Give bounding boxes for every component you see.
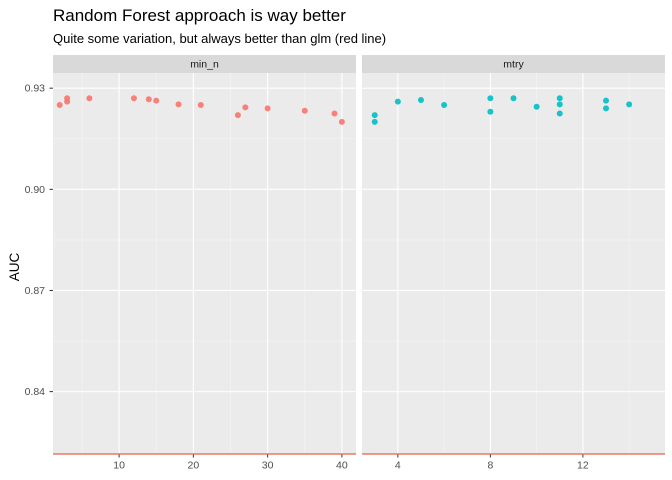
data-point — [153, 97, 160, 104]
data-point — [56, 102, 63, 109]
data-point — [264, 105, 271, 112]
facet-strip-label: min_n — [190, 59, 219, 71]
facet-panel-mtry: mtry 4 8 12 — [362, 55, 665, 472]
data-point — [242, 104, 249, 111]
y-tick-label: 0.93 — [25, 83, 46, 95]
data-point — [394, 98, 401, 105]
data-point — [175, 101, 182, 108]
data-point — [417, 96, 424, 103]
facet-panel-min_n: min_n 10 20 30 40 — [53, 55, 356, 472]
data-point — [626, 101, 633, 108]
data-point — [487, 108, 494, 115]
chart-subtitle: Quite some variation, but always better … — [53, 31, 386, 46]
panel-background — [53, 73, 356, 454]
data-point — [441, 102, 448, 109]
y-tick-label: 0.90 — [25, 184, 46, 196]
x-tick-label: 40 — [336, 460, 348, 472]
data-point — [556, 110, 563, 117]
data-point — [234, 112, 241, 119]
data-point — [64, 95, 71, 102]
panel-background — [362, 73, 665, 454]
data-point — [197, 102, 204, 109]
facet-strip — [362, 55, 665, 73]
chart-title: Random Forest approach is way better — [53, 6, 346, 25]
data-point — [301, 107, 308, 114]
x-tick-label: 8 — [487, 460, 493, 472]
y-axis-title: AUC — [7, 253, 22, 282]
data-point — [556, 101, 563, 108]
data-point — [603, 105, 610, 112]
data-point — [510, 95, 517, 102]
data-point — [487, 95, 494, 102]
data-point — [533, 103, 540, 110]
x-tick-label: 10 — [113, 460, 125, 472]
y-tick-label: 0.84 — [25, 386, 46, 398]
x-tick-label: 20 — [188, 460, 200, 472]
data-point — [556, 95, 563, 102]
x-tick-label: 4 — [395, 460, 401, 472]
data-point — [371, 118, 378, 125]
x-tick-label: 30 — [262, 460, 274, 472]
data-point — [331, 110, 338, 117]
y-axis: 0.84 0.87 0.90 0.93 — [25, 83, 53, 398]
y-tick-label: 0.87 — [25, 285, 46, 297]
data-point — [338, 118, 345, 125]
facet-strip-label: mtry — [503, 59, 524, 71]
data-point — [371, 112, 378, 119]
x-tick-label: 12 — [577, 460, 589, 472]
data-point — [603, 97, 610, 104]
data-point — [130, 95, 137, 102]
data-point — [145, 96, 152, 103]
facet-panels: min_n 10 20 30 40 mtry 4 8 12 — [53, 55, 665, 472]
data-point — [86, 95, 93, 102]
facet-strip — [53, 55, 356, 73]
